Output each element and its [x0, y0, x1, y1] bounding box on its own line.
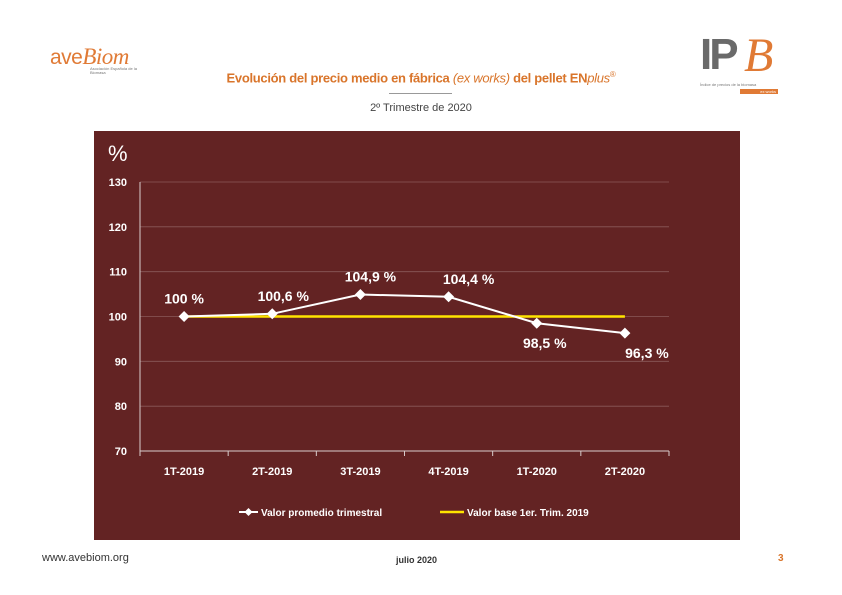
data-label: 96,3 % [625, 345, 669, 361]
ipb-logo-tag2: ex works [760, 89, 776, 94]
page-number: 3 [778, 553, 784, 564]
chart-panel: % 70 80 90 100 110 120 130 1T-2019 2T-2019 3T-2019… [94, 131, 740, 540]
page-title: Evolución del precio medio en fábrica (e… [226, 70, 616, 86]
data-point-marker [354, 289, 366, 301]
x-tick-label: 2T-2019 [252, 466, 292, 478]
avebiom-logo-text: aveBiom [50, 44, 129, 69]
page-subtitle: 2º Trimestre de 2020 [370, 102, 472, 114]
x-tick-label: 2T-2020 [605, 466, 645, 478]
y-tick-label: 130 [109, 177, 127, 189]
ipb-logo-bar: ex works [740, 89, 778, 94]
data-point-marker [178, 311, 190, 322]
y-tick-label: 100 [109, 312, 127, 324]
line-chart: % 70 80 90 100 110 120 130 1T-2019 2T-2019 3T-2019… [108, 141, 670, 519]
avebiom-logo-tagline: Asociación Española de la Biomasa [90, 66, 137, 75]
x-tick-label: 3T-2019 [340, 466, 380, 478]
data-label: 104,9 % [345, 269, 397, 285]
legend-label-base: Valor base 1er. Trim. 2019 [467, 508, 589, 519]
data-label: 100,6 % [258, 288, 310, 304]
y-tick-label: 70 [115, 446, 127, 458]
y-tick-label: 110 [109, 267, 127, 279]
data-point-marker [266, 308, 278, 320]
data-label: 98,5 % [523, 335, 567, 351]
y-tick-label: 80 [115, 401, 127, 413]
data-point-marker [443, 291, 455, 303]
legend-label-average: Valor promedio trimestral [261, 508, 382, 519]
footer-url[interactable]: www.avebiom.org [42, 552, 129, 564]
ipb-logo: IP B Índice de precios de la biomasa ex … [700, 29, 780, 100]
y-unit-label: % [108, 141, 128, 166]
legend-marker-average [244, 508, 253, 516]
y-tick-label: 120 [109, 222, 127, 234]
data-point-marker [619, 327, 631, 339]
ipb-logo-ip: IP [700, 30, 739, 79]
footer-date: julio 2020 [396, 555, 438, 565]
ipb-logo-tagline: Índice de precios de la biomasa [700, 82, 757, 87]
ipb-logo-b: B [744, 29, 774, 82]
title-divider [389, 93, 452, 94]
x-tick-label: 1T-2020 [517, 466, 557, 478]
data-point-marker [531, 317, 543, 329]
x-tick-label: 1T-2019 [164, 466, 204, 478]
data-label: 104,4 % [443, 271, 495, 287]
avebiom-logo: aveBiom Asociación Española de la Biomas… [50, 44, 140, 76]
y-tick-label: 90 [115, 356, 127, 368]
data-label: 100 % [164, 291, 204, 307]
series-line-average [184, 293, 626, 335]
x-tick-label: 4T-2019 [428, 466, 468, 478]
